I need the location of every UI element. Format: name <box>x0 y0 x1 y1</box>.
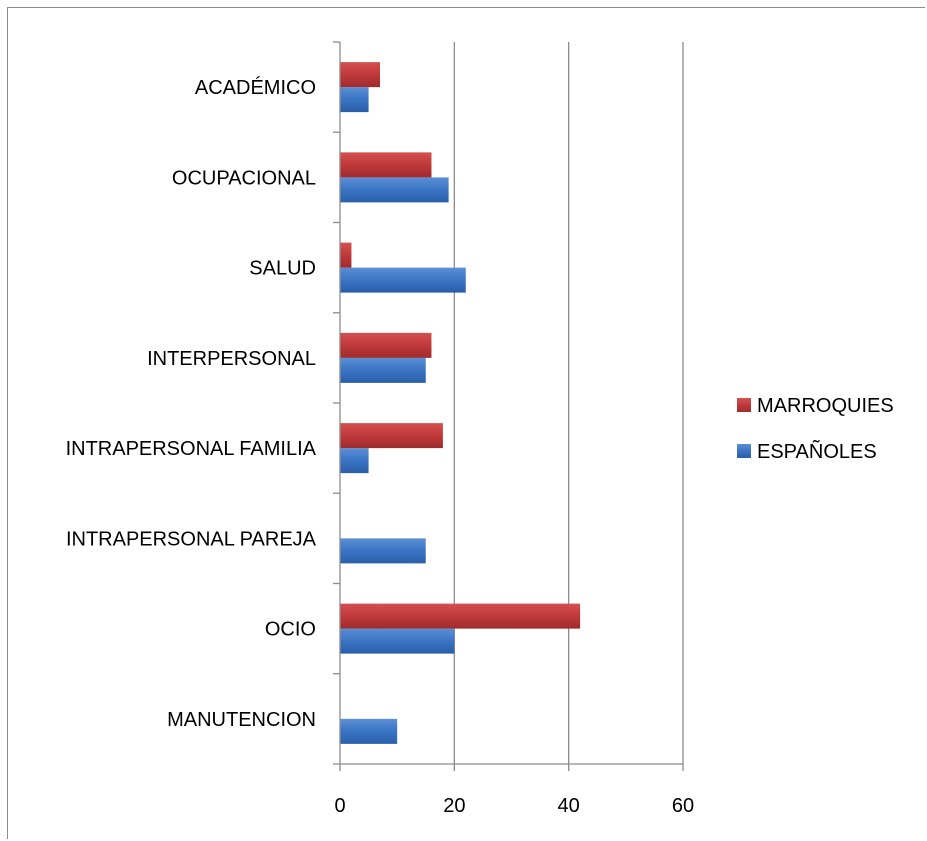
chart-frame <box>7 7 925 839</box>
legend-swatch-marroquies <box>737 398 751 412</box>
bar-espanoles-interpersonal <box>340 357 426 383</box>
x-tick-label-0: 0 <box>334 795 345 817</box>
category-label-intrapersonal-familia: INTRAPERSONAL FAMILIA <box>66 438 317 460</box>
category-label-intrapersonal-pareja: INTRAPERSONAL PAREJA <box>66 528 317 550</box>
category-label-academico: ACADÉMICO <box>195 76 316 99</box>
bar-espanoles-ocupacional <box>340 177 449 203</box>
category-label-manutencion: MANUTENCION <box>167 709 316 731</box>
bar-espanoles-intrapersonal-pareja <box>340 538 426 564</box>
category-label-ocupacional: OCUPACIONAL <box>172 167 316 189</box>
legend-label-marroquies: MARROQUIES <box>757 395 894 417</box>
bar-marroquies-intrapersonal-familia <box>340 423 443 449</box>
category-label-salud: SALUD <box>249 258 316 280</box>
x-tick-label-60: 60 <box>672 795 694 817</box>
bar-marroquies-ocupacional <box>340 152 432 178</box>
bar-marroquies-academico <box>340 62 381 88</box>
bar-espanoles-academico <box>340 87 369 113</box>
bar-espanoles-manutencion <box>340 718 398 744</box>
bar-espanoles-intrapersonal-familia <box>340 448 369 474</box>
category-label-interpersonal: INTERPERSONAL <box>147 348 316 370</box>
legend-swatch-espanoles <box>737 444 751 458</box>
bar-marroquies-ocio <box>340 603 581 629</box>
category-label-ocio: OCIO <box>265 619 316 641</box>
bar-marroquies-interpersonal <box>340 332 432 358</box>
legend-label-espanoles: ESPAÑOLES <box>757 439 877 463</box>
x-tick-label-40: 40 <box>558 795 580 817</box>
bar-espanoles-salud <box>340 267 466 293</box>
bar-marroquies-salud <box>340 242 352 268</box>
bar-espanoles-ocio <box>340 628 455 654</box>
x-tick-label-20: 20 <box>443 795 465 817</box>
